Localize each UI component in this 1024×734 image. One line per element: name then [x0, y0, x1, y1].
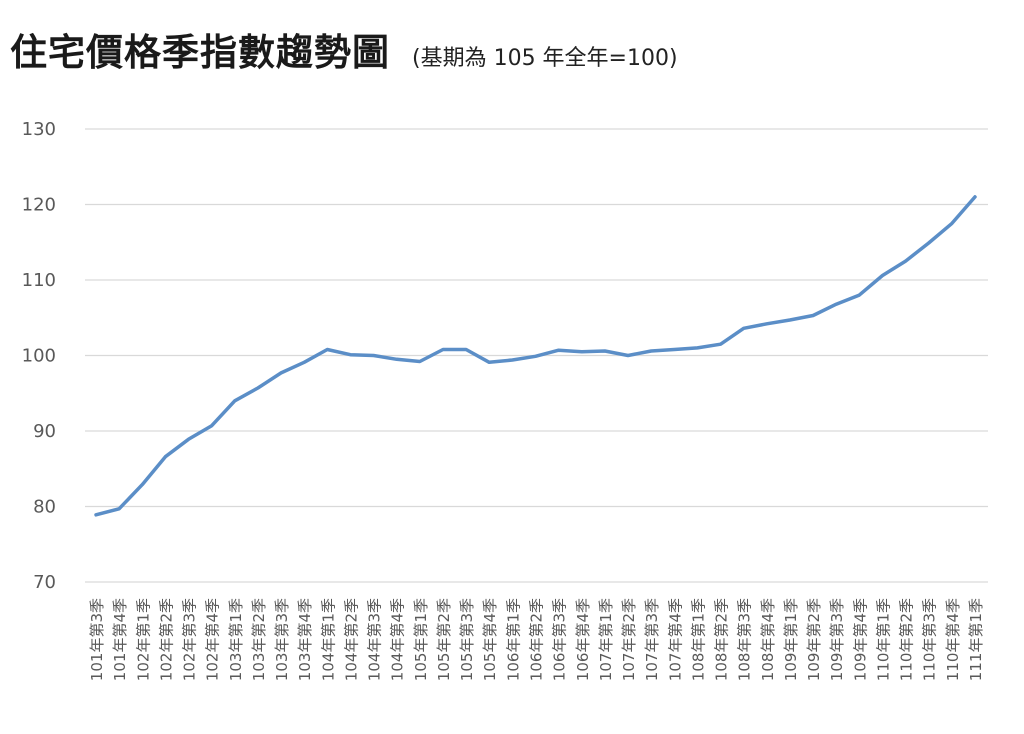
x-tick-label: 108年第2季 — [713, 598, 731, 681]
x-tick-label: 102年第1季 — [134, 598, 152, 681]
x-tick-label: 109年第4季 — [851, 598, 869, 681]
x-tick-label: 107年第3季 — [643, 598, 661, 681]
x-tick-label: 110年第3季 — [921, 598, 939, 681]
chart-subtitle: (基期為 105 年全年=100) — [412, 46, 678, 71]
x-tick-label: 105年第4季 — [481, 598, 499, 681]
x-tick-label: 105年第1季 — [412, 598, 430, 681]
chart-title: 住宅價格季指數趨勢圖 — [10, 31, 390, 74]
x-tick-label: 106年第4季 — [574, 598, 592, 681]
y-tick-label-120: 120 — [22, 195, 56, 216]
x-tick-label: 108年第4季 — [759, 598, 777, 681]
y-tick-label-100: 100 — [22, 346, 56, 367]
y-tick-label-110: 110 — [22, 270, 56, 291]
x-tick-label: 110年第4季 — [944, 598, 962, 681]
x-tick-label: 101年第3季 — [88, 598, 106, 681]
x-tick-label: 103年第3季 — [273, 598, 291, 681]
y-tick-label-70: 70 — [33, 572, 56, 593]
x-tick-label: 102年第4季 — [204, 598, 222, 681]
title-row: 住宅價格季指數趨勢圖 (基期為 105 年全年=100) — [10, 22, 678, 76]
series-line-0 — [94, 195, 977, 517]
x-tick-label: 107年第1季 — [597, 598, 615, 681]
x-tick-label: 107年第2季 — [620, 598, 638, 681]
x-tick-label: 104年第3季 — [366, 598, 384, 681]
x-tick-label: 107年第4季 — [666, 598, 684, 681]
x-tick-label: 109年第1季 — [782, 598, 800, 681]
x-tick-label: 105年第2季 — [435, 598, 453, 681]
x-tick-label: 102年第2季 — [157, 598, 175, 681]
x-tick-label: 110年第2季 — [898, 598, 916, 681]
x-tick-label: 103年第1季 — [227, 598, 245, 681]
x-tick-label: 109年第3季 — [828, 598, 846, 681]
x-tick-label: 105年第3季 — [458, 598, 476, 681]
y-tick-label-80: 80 — [33, 497, 56, 518]
x-tick-label: 102年第3季 — [181, 598, 199, 681]
x-tick-label: 106年第3季 — [551, 598, 569, 681]
x-tick-label: 104年第4季 — [389, 598, 407, 681]
x-tick-label: 103年第2季 — [250, 598, 268, 681]
y-tick-label-90: 90 — [33, 421, 56, 442]
x-tick-label: 104年第2季 — [342, 598, 360, 681]
x-tick-label: 110年第1季 — [874, 598, 892, 681]
y-tick-label-130: 130 — [22, 119, 56, 140]
x-tick-label: 106年第2季 — [528, 598, 546, 681]
x-tick-label: 103年第4季 — [296, 598, 314, 681]
x-tick-label: 109年第2季 — [805, 598, 823, 681]
x-tick-label: 104年第1季 — [319, 598, 337, 681]
x-tick-label: 106年第1季 — [504, 598, 522, 681]
x-tick-label: 108年第3季 — [736, 598, 754, 681]
x-tick-label: 101年第4季 — [111, 598, 129, 681]
x-tick-label: 108年第1季 — [689, 598, 707, 681]
x-tick-label: 111年第1季 — [967, 598, 985, 681]
